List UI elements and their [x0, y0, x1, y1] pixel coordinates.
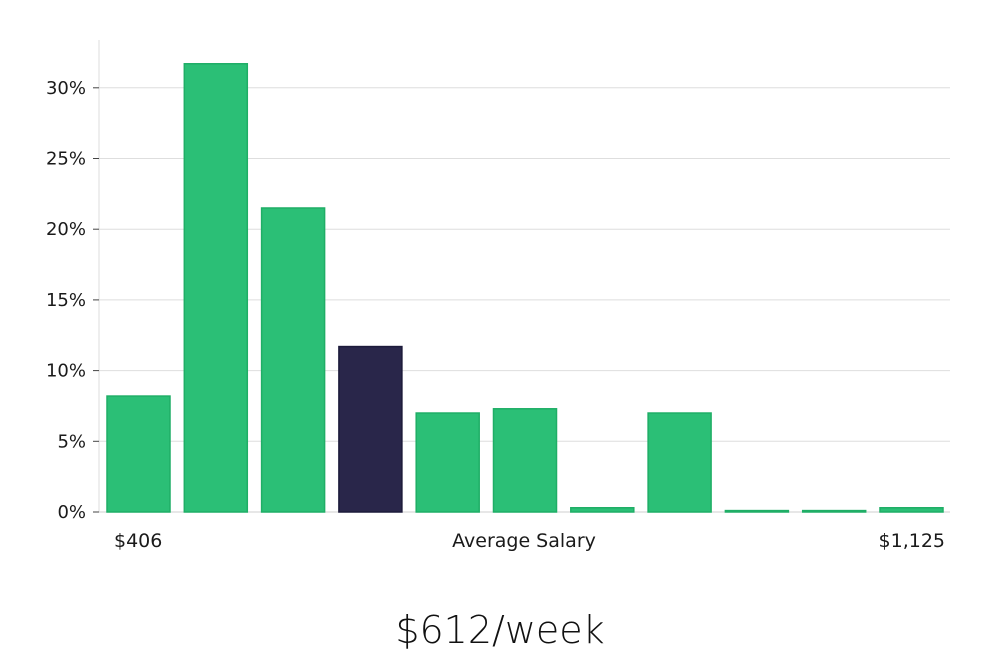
- salary-histogram: 0%5%10%15%20%25%30% $406 Average Salary …: [46, 40, 950, 552]
- bar: [879, 507, 944, 513]
- bar: [415, 412, 480, 513]
- y-tick-label: 30%: [46, 78, 86, 99]
- bar: [183, 63, 249, 513]
- y-tick-label: 20%: [46, 219, 86, 240]
- bar: [724, 509, 790, 513]
- bar: [492, 408, 558, 513]
- y-tick-label: 25%: [46, 149, 86, 170]
- bar: [647, 412, 712, 513]
- bar: [801, 509, 867, 513]
- y-tick-label: 15%: [46, 290, 86, 311]
- bar: [260, 207, 326, 513]
- y-tick-label: 0%: [57, 502, 86, 523]
- y-tick-labels: 0% 5% 10% 15% 20% 25% 30%: [46, 78, 99, 523]
- average-salary-headline: $612/week: [395, 608, 605, 652]
- bars: [106, 63, 944, 513]
- x-label-min: $406: [114, 530, 162, 552]
- bar: [106, 395, 171, 513]
- bar: [570, 507, 635, 513]
- x-label-max: $1,125: [879, 530, 945, 552]
- y-tick-label: 5%: [57, 431, 86, 452]
- x-axis-title: Average Salary: [452, 530, 596, 552]
- bar-highlighted: [338, 345, 403, 513]
- y-tick-label: 10%: [46, 361, 86, 382]
